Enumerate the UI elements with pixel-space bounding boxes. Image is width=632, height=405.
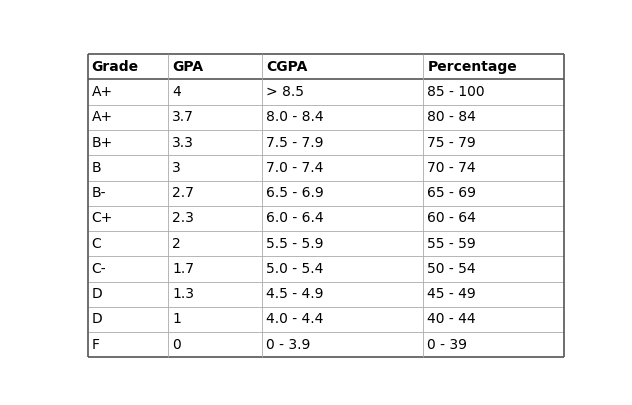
Bar (262, 105, 423, 130)
Text: 45 - 49: 45 - 49 (427, 287, 476, 301)
Bar (88, 206, 169, 231)
Bar (88, 307, 169, 332)
Bar (169, 281, 262, 307)
Bar (88, 130, 169, 155)
Bar (262, 79, 423, 105)
Bar (423, 181, 564, 206)
Bar (169, 155, 262, 181)
Bar (262, 231, 423, 256)
Bar (88, 256, 169, 281)
Text: 80 - 84: 80 - 84 (427, 111, 476, 124)
Text: 0 - 3.9: 0 - 3.9 (266, 338, 310, 352)
Text: 60 - 64: 60 - 64 (427, 211, 476, 226)
Bar (169, 79, 262, 105)
Bar (88, 181, 169, 206)
Text: 75 - 79: 75 - 79 (427, 136, 476, 149)
Bar (88, 281, 169, 307)
Text: 85 - 100: 85 - 100 (427, 85, 485, 99)
Bar (88, 54, 169, 79)
Text: D: D (92, 287, 102, 301)
Text: A+: A+ (92, 111, 113, 124)
Bar (88, 231, 169, 256)
Text: 3.3: 3.3 (173, 136, 194, 149)
Text: 7.0 - 7.4: 7.0 - 7.4 (266, 161, 324, 175)
Bar (423, 281, 564, 307)
Bar (262, 181, 423, 206)
Text: 1.7: 1.7 (173, 262, 195, 276)
Bar (88, 105, 169, 130)
Bar (88, 155, 169, 181)
Bar (423, 155, 564, 181)
Bar (169, 105, 262, 130)
Text: B: B (92, 161, 101, 175)
Bar (262, 332, 423, 357)
Text: 2.3: 2.3 (173, 211, 194, 226)
Bar (423, 79, 564, 105)
Bar (262, 130, 423, 155)
Bar (169, 181, 262, 206)
Text: 0 - 39: 0 - 39 (427, 338, 467, 352)
Bar (423, 105, 564, 130)
Bar (262, 281, 423, 307)
Text: D: D (92, 312, 102, 326)
Bar (169, 231, 262, 256)
Text: 50 - 54: 50 - 54 (427, 262, 476, 276)
Text: 65 - 69: 65 - 69 (427, 186, 477, 200)
Text: Percentage: Percentage (427, 60, 517, 74)
Text: B-: B- (92, 186, 106, 200)
Text: > 8.5: > 8.5 (266, 85, 304, 99)
Text: 4.0 - 4.4: 4.0 - 4.4 (266, 312, 324, 326)
Bar (262, 256, 423, 281)
Bar (262, 54, 423, 79)
Bar (169, 130, 262, 155)
Text: 1: 1 (173, 312, 181, 326)
Bar (88, 332, 169, 357)
Text: 6.5 - 6.9: 6.5 - 6.9 (266, 186, 324, 200)
Bar (169, 206, 262, 231)
Bar (262, 307, 423, 332)
Text: 3: 3 (173, 161, 181, 175)
Text: 2: 2 (173, 237, 181, 251)
Text: 1.3: 1.3 (173, 287, 195, 301)
Text: 7.5 - 7.9: 7.5 - 7.9 (266, 136, 324, 149)
Text: CGPA: CGPA (266, 60, 307, 74)
Bar (262, 155, 423, 181)
Bar (262, 206, 423, 231)
Text: 40 - 44: 40 - 44 (427, 312, 476, 326)
Bar (423, 130, 564, 155)
Text: C+: C+ (92, 211, 113, 226)
Text: 8.0 - 8.4: 8.0 - 8.4 (266, 111, 324, 124)
Text: F: F (92, 338, 100, 352)
Text: Grade: Grade (92, 60, 139, 74)
Text: 55 - 59: 55 - 59 (427, 237, 476, 251)
Text: 5.0 - 5.4: 5.0 - 5.4 (266, 262, 324, 276)
Text: 0: 0 (173, 338, 181, 352)
Bar (423, 231, 564, 256)
Bar (169, 332, 262, 357)
Text: C: C (92, 237, 102, 251)
Text: 70 - 74: 70 - 74 (427, 161, 476, 175)
Bar (88, 79, 169, 105)
Text: 2.7: 2.7 (173, 186, 194, 200)
Text: 6.0 - 6.4: 6.0 - 6.4 (266, 211, 324, 226)
Text: 5.5 - 5.9: 5.5 - 5.9 (266, 237, 324, 251)
Text: A+: A+ (92, 85, 113, 99)
Text: 4: 4 (173, 85, 181, 99)
Bar (423, 54, 564, 79)
Text: B+: B+ (92, 136, 113, 149)
Bar (423, 332, 564, 357)
Bar (169, 307, 262, 332)
Text: C-: C- (92, 262, 106, 276)
Bar (169, 54, 262, 79)
Bar (423, 256, 564, 281)
Text: 3.7: 3.7 (173, 111, 194, 124)
Bar (423, 206, 564, 231)
Bar (423, 307, 564, 332)
Text: 4.5 - 4.9: 4.5 - 4.9 (266, 287, 324, 301)
Bar (169, 256, 262, 281)
Text: GPA: GPA (173, 60, 204, 74)
